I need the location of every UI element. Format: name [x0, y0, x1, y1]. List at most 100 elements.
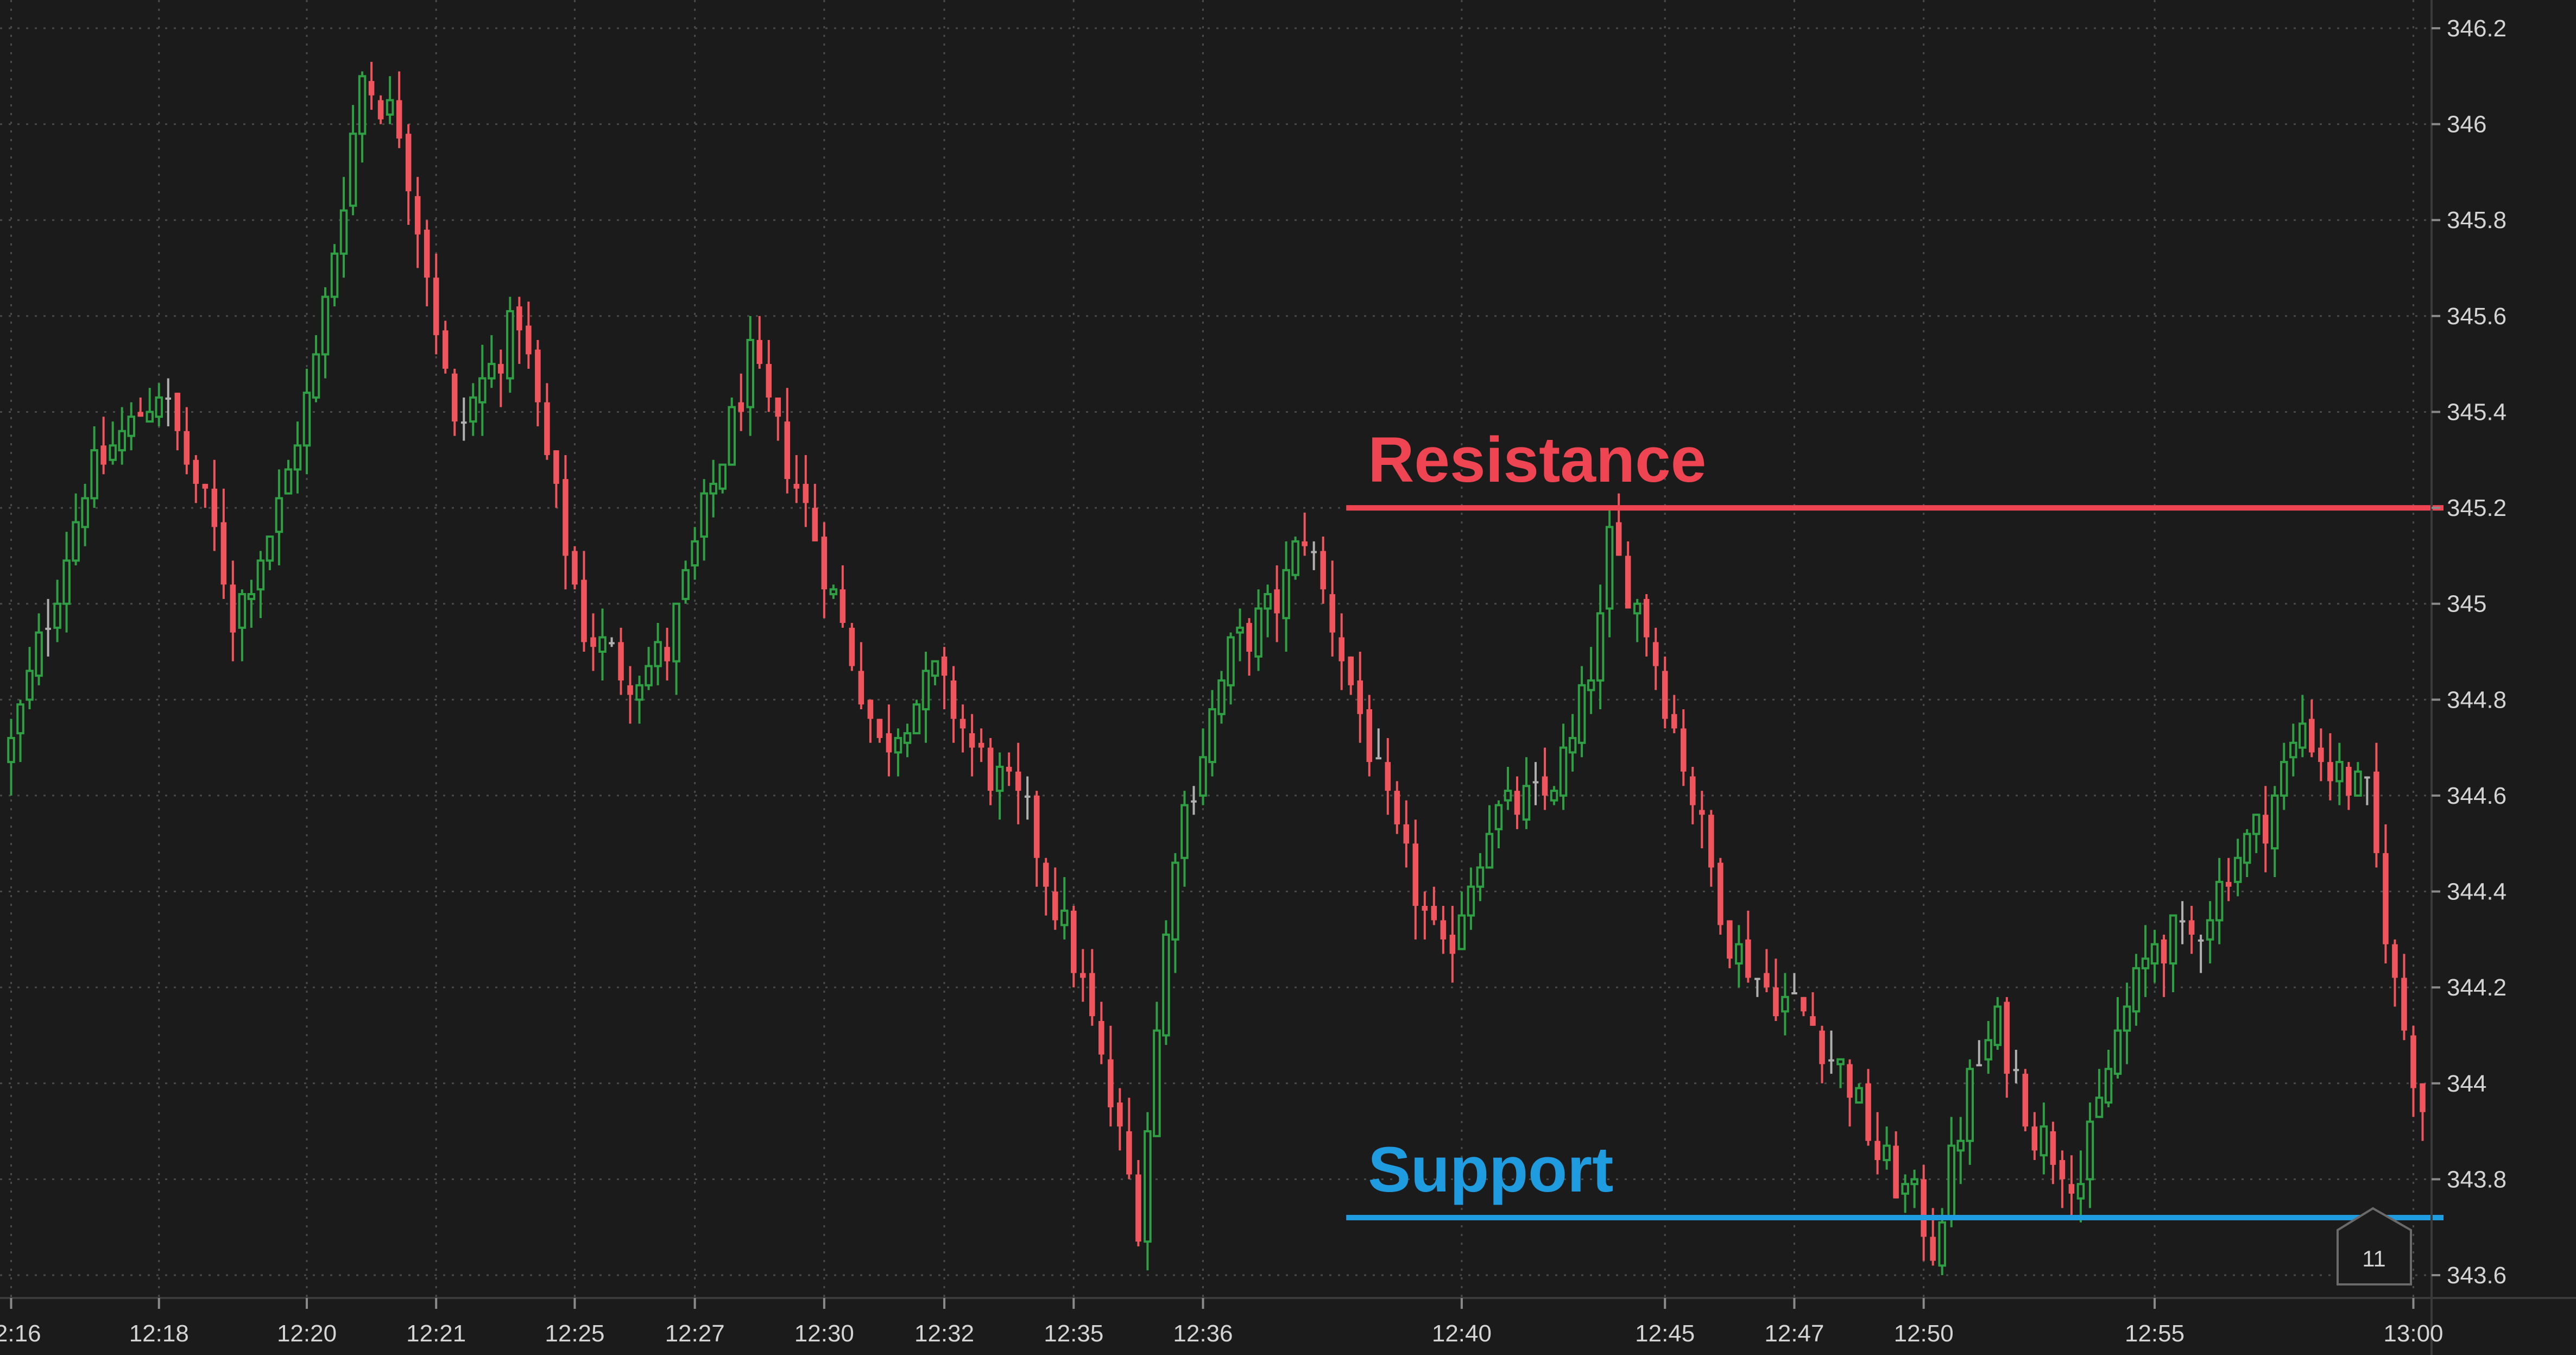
- badge-shape[interactable]: [2337, 1207, 2412, 1285]
- candle-body: [1357, 680, 1363, 714]
- candle-body: [1605, 526, 1614, 610]
- candle-body: [100, 445, 106, 465]
- candle: [654, 623, 662, 685]
- candle-body: [1171, 861, 1179, 941]
- candle-body: [2354, 770, 2362, 797]
- candle-body: [581, 579, 587, 642]
- candle-body: [784, 421, 791, 480]
- candle: [2141, 925, 2150, 997]
- candle: [849, 623, 855, 671]
- candle: [1671, 695, 1677, 734]
- candle: [553, 450, 559, 508]
- candle-body: [756, 340, 763, 364]
- candle-body: [1467, 885, 1475, 917]
- candle: [978, 728, 984, 762]
- candle: [433, 254, 439, 355]
- candle: [1108, 1025, 1114, 1127]
- candle-body: [109, 444, 117, 461]
- candle-body: [2410, 1035, 2416, 1088]
- candle: [1162, 920, 1170, 1045]
- candle: [1625, 541, 1631, 609]
- candle-body: [1727, 920, 1733, 959]
- candle: [1126, 1098, 1132, 1180]
- candle-body: [2188, 920, 2195, 935]
- candle-body: [516, 306, 522, 331]
- candle: [718, 463, 727, 494]
- candle: [2068, 1155, 2075, 1218]
- candle: [921, 652, 930, 743]
- y-tick-label: 345: [2447, 591, 2486, 617]
- candle: [1320, 537, 1326, 604]
- candle-body: [498, 364, 504, 374]
- candle: [1910, 1169, 1918, 1208]
- candle-body: [2401, 978, 2407, 1031]
- candle-body: [1089, 973, 1095, 1017]
- candle-body: [664, 647, 670, 661]
- x-tick-label: 12:36: [1173, 1320, 1233, 1347]
- candle: [1366, 695, 1373, 777]
- annotations: Resistance Support: [1346, 424, 2444, 1221]
- candle: [886, 704, 892, 777]
- candle-body: [460, 421, 467, 424]
- candle-body: [220, 522, 227, 585]
- candle: [35, 613, 43, 685]
- candle: [1568, 714, 1577, 772]
- candle: [1385, 738, 1391, 815]
- y-tick-label: 344.2: [2447, 974, 2506, 1001]
- candle: [2113, 997, 2122, 1079]
- candle-body: [1910, 1178, 1918, 1186]
- x-tick-label: 12:30: [794, 1320, 854, 1347]
- candle: [1680, 709, 1687, 786]
- candle-body: [553, 450, 559, 484]
- candle-body: [526, 325, 532, 355]
- y-tick-label: 344.4: [2447, 879, 2506, 905]
- candle-body: [1577, 684, 1586, 744]
- candle-body: [81, 497, 89, 528]
- candle-body: [202, 483, 209, 489]
- candle-body: [1735, 943, 1743, 965]
- candle: [2050, 1121, 2056, 1184]
- candle-body: [563, 479, 569, 556]
- candle: [2132, 954, 2141, 1026]
- candle-body: [1652, 642, 1659, 666]
- candle: [302, 368, 311, 475]
- candle-body: [1422, 906, 1428, 911]
- candle-body: [433, 278, 439, 336]
- candle: [1993, 997, 2002, 1050]
- candle: [284, 459, 293, 495]
- candle-body: [803, 483, 809, 503]
- candle: [377, 95, 384, 124]
- candle: [2104, 1049, 2113, 1107]
- candle: [358, 71, 367, 163]
- candle: [1643, 594, 1650, 657]
- candle-body: [1801, 997, 1807, 1012]
- candle-body: [53, 602, 61, 629]
- candle: [1532, 762, 1539, 805]
- candle-body: [672, 602, 680, 663]
- bar-count-badge[interactable]: 11: [2337, 1207, 2412, 1285]
- candle: [618, 627, 624, 695]
- candle-body: [396, 100, 402, 139]
- candle: [1615, 493, 1622, 556]
- candle-body: [386, 99, 394, 116]
- candle-body: [1883, 1144, 1891, 1162]
- candle-body: [793, 483, 800, 489]
- candle: [72, 493, 80, 566]
- candle-body: [2346, 766, 2352, 796]
- candle: [664, 627, 670, 680]
- candle-body: [1993, 1005, 2002, 1047]
- candle: [563, 455, 569, 590]
- candle-body: [1865, 1083, 1871, 1141]
- candle-body: [1080, 973, 1086, 978]
- candle: [1080, 949, 1086, 1002]
- candle-body: [654, 641, 662, 667]
- candle: [1024, 776, 1031, 820]
- candle-body: [193, 459, 199, 484]
- candle: [2095, 1069, 2104, 1118]
- candle-body: [2132, 967, 2141, 1013]
- candle: [2270, 786, 2279, 878]
- candle: [1754, 978, 1760, 997]
- candle: [803, 455, 809, 527]
- candle: [1504, 766, 1512, 810]
